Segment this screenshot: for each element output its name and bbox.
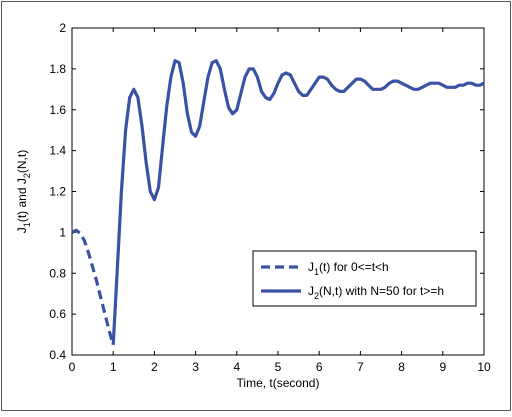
x-tick-label: 7 (357, 360, 364, 374)
y-tick-label: 1.8 (49, 62, 66, 76)
y-tick-label: 1.4 (49, 144, 66, 158)
series-layer (71, 59, 485, 346)
y-tick-label: 1.6 (49, 103, 66, 117)
x-tick-label: 4 (233, 360, 240, 374)
legend-entry-text: J2(N,t) with N=50 for t>=h (308, 284, 444, 301)
legend: J1(t) for 0<=t<h J2(N,t) with N=50 for t>… (252, 250, 477, 307)
y-tick-label: 0.6 (49, 307, 66, 321)
x-tick-label: 6 (316, 360, 323, 374)
y-tick-label: 0.4 (49, 348, 66, 362)
axis-ticks: 0 1 2 3 4 5 6 7 8 9 10 0.4 0.6 0.8 1 1.2 1.4 1.6 1.8 2 (49, 21, 491, 374)
x-tick-label: 9 (439, 360, 446, 374)
y-axis-label: J1(t) and J2(N,t) (15, 150, 32, 233)
y-tick-label: 1 (59, 225, 66, 239)
y-tick-label: 1.2 (49, 185, 66, 199)
series-line-j1 (71, 228, 115, 346)
x-tick-label: 5 (275, 360, 282, 374)
y-tick-label: 2 (59, 21, 66, 35)
x-tick-label: 0 (69, 360, 76, 374)
x-tick-label: 2 (151, 360, 158, 374)
x-tick-label: 8 (398, 360, 405, 374)
x-tick-label: 1 (110, 360, 117, 374)
x-axis-label: Time, t(second) (237, 376, 320, 390)
x-tick-label: 10 (477, 360, 491, 374)
legend-box (252, 250, 477, 307)
x-tick-label: 3 (192, 360, 199, 374)
series-line-j2 (111, 59, 485, 345)
y-tick-label: 0.8 (49, 266, 66, 280)
legend-entry-text: J1(t) for 0<=t<h (308, 260, 389, 277)
